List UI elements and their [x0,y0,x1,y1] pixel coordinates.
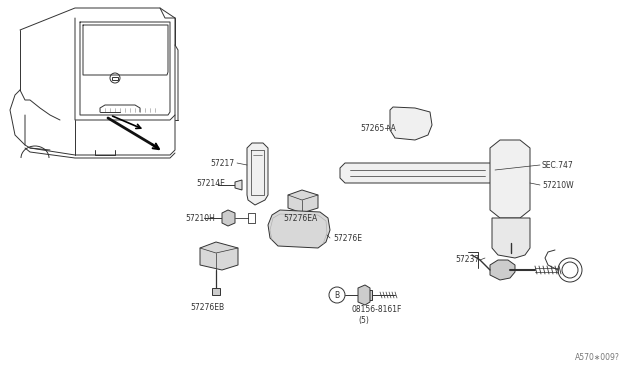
Text: 08156-8161F: 08156-8161F [352,305,403,314]
Text: 57217: 57217 [210,158,234,167]
Text: A570∗009?: A570∗009? [575,353,620,362]
Polygon shape [200,242,238,270]
Text: 57210W: 57210W [542,180,573,189]
Text: 57214E: 57214E [196,179,225,187]
Polygon shape [492,218,530,258]
Text: 57265+A: 57265+A [360,124,396,132]
Text: 57276EB: 57276EB [190,304,224,312]
Circle shape [362,170,368,176]
Circle shape [467,170,473,176]
Polygon shape [288,190,318,213]
Text: SEC.747: SEC.747 [542,160,573,170]
Polygon shape [247,143,268,205]
Polygon shape [340,163,495,183]
Polygon shape [212,288,220,295]
Text: 57276EA: 57276EA [283,214,317,222]
Polygon shape [268,210,330,248]
Circle shape [506,233,516,243]
Text: 57237: 57237 [455,256,479,264]
Text: (5): (5) [358,315,369,324]
Polygon shape [490,260,515,280]
Polygon shape [390,107,432,140]
Text: B: B [335,291,340,299]
Polygon shape [222,210,235,226]
Polygon shape [360,290,372,300]
Polygon shape [358,285,370,305]
Text: 57210H: 57210H [185,214,215,222]
Polygon shape [235,180,242,190]
Polygon shape [490,140,530,218]
Text: 57276E: 57276E [333,234,362,243]
